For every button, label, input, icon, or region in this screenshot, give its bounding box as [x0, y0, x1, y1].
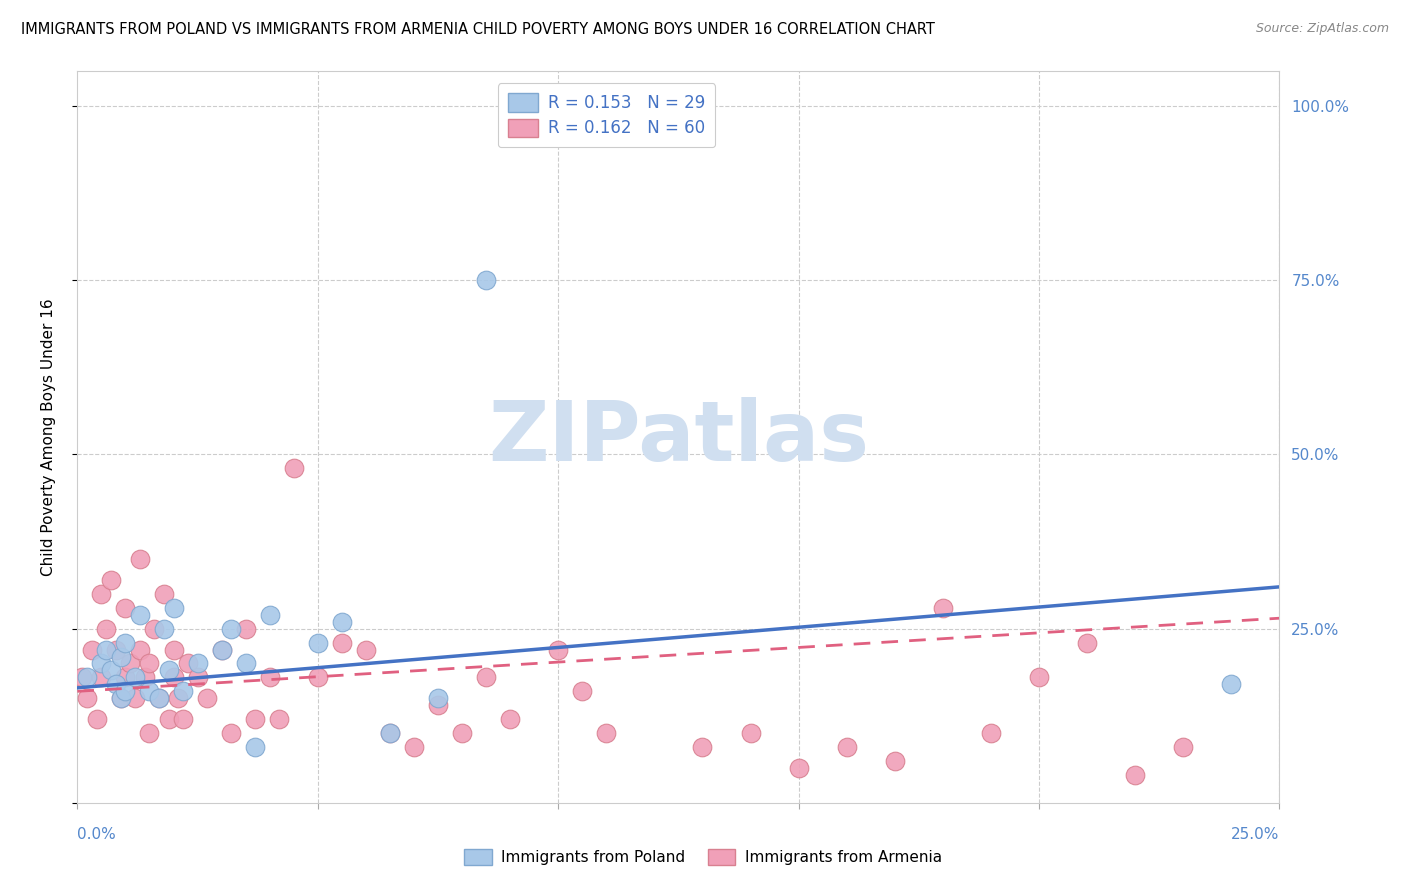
Point [235, 622, 257, 636]
Point [177, 657, 200, 671]
Point [128, 552, 150, 566]
Point [307, 635, 329, 649]
Point [835, 740, 858, 755]
Point [157, 712, 180, 726]
Point [76, 691, 98, 706]
Point [172, 712, 194, 726]
Point [378, 726, 401, 740]
Point [595, 726, 617, 740]
Point [219, 726, 242, 740]
Point [120, 657, 142, 671]
Point [932, 600, 955, 615]
Point [86, 712, 108, 726]
Point [138, 726, 160, 740]
Point [245, 740, 267, 755]
Point [76, 670, 98, 684]
Point [134, 670, 156, 684]
Point [195, 691, 218, 706]
Point [187, 670, 209, 684]
Point [1220, 677, 1243, 691]
Point [110, 649, 132, 664]
Point [259, 607, 281, 622]
Point [110, 691, 132, 706]
Point [114, 670, 136, 684]
Text: IMMIGRANTS FROM POLAND VS IMMIGRANTS FROM ARMENIA CHILD POVERTY AMONG BOYS UNDER: IMMIGRANTS FROM POLAND VS IMMIGRANTS FRO… [21, 22, 935, 37]
Point [330, 635, 353, 649]
Point [787, 761, 810, 775]
Point [740, 726, 762, 740]
Point [80, 642, 103, 657]
Point [692, 740, 714, 755]
Point [330, 615, 353, 629]
Point [104, 642, 127, 657]
Point [235, 657, 257, 671]
Point [110, 691, 132, 706]
Point [499, 712, 522, 726]
Point [427, 691, 450, 706]
Point [162, 670, 184, 684]
Point [378, 726, 401, 740]
Point [1173, 740, 1195, 755]
Point [96, 622, 118, 636]
Point [211, 642, 233, 657]
Point [114, 684, 136, 698]
Point [211, 642, 233, 657]
Point [162, 600, 184, 615]
Point [128, 642, 150, 657]
Point [883, 754, 905, 768]
Point [283, 461, 305, 475]
Point [402, 740, 425, 755]
Point [114, 600, 136, 615]
Point [354, 642, 377, 657]
Point [153, 587, 176, 601]
Point [157, 664, 180, 678]
Point [153, 622, 176, 636]
Point [70, 670, 93, 684]
Point [114, 635, 136, 649]
Point [167, 691, 190, 706]
Text: Source: ZipAtlas.com: Source: ZipAtlas.com [1256, 22, 1389, 36]
Point [162, 642, 184, 657]
Point [259, 670, 281, 684]
Point [571, 684, 593, 698]
Point [219, 622, 242, 636]
Point [90, 657, 112, 671]
Point [269, 712, 291, 726]
Point [128, 607, 150, 622]
Point [100, 573, 122, 587]
Point [100, 664, 122, 678]
Point [1123, 768, 1146, 782]
Point [547, 642, 569, 657]
Point [90, 670, 112, 684]
Point [307, 670, 329, 684]
Point [172, 684, 194, 698]
Point [143, 622, 166, 636]
Text: 0.0%: 0.0% [77, 827, 117, 841]
Point [1028, 670, 1050, 684]
Point [148, 691, 170, 706]
Point [427, 698, 450, 713]
Point [96, 642, 118, 657]
Point [124, 691, 146, 706]
Point [451, 726, 474, 740]
Point [124, 670, 146, 684]
Point [138, 684, 160, 698]
Point [90, 587, 112, 601]
Legend: Immigrants from Poland, Immigrants from Armenia: Immigrants from Poland, Immigrants from … [458, 843, 948, 871]
Point [104, 677, 127, 691]
Point [980, 726, 1002, 740]
Point [245, 712, 267, 726]
Point [475, 670, 498, 684]
Text: ZIPatlas: ZIPatlas [488, 397, 869, 477]
Point [475, 273, 498, 287]
Point [138, 657, 160, 671]
Point [1076, 635, 1098, 649]
Legend: R = 0.153   N = 29, R = 0.162   N = 60: R = 0.153 N = 29, R = 0.162 N = 60 [498, 83, 714, 147]
Y-axis label: Child Poverty Among Boys Under 16: Child Poverty Among Boys Under 16 [42, 298, 56, 576]
Text: 25.0%: 25.0% [1232, 827, 1279, 841]
Point [187, 657, 209, 671]
Point [148, 691, 170, 706]
